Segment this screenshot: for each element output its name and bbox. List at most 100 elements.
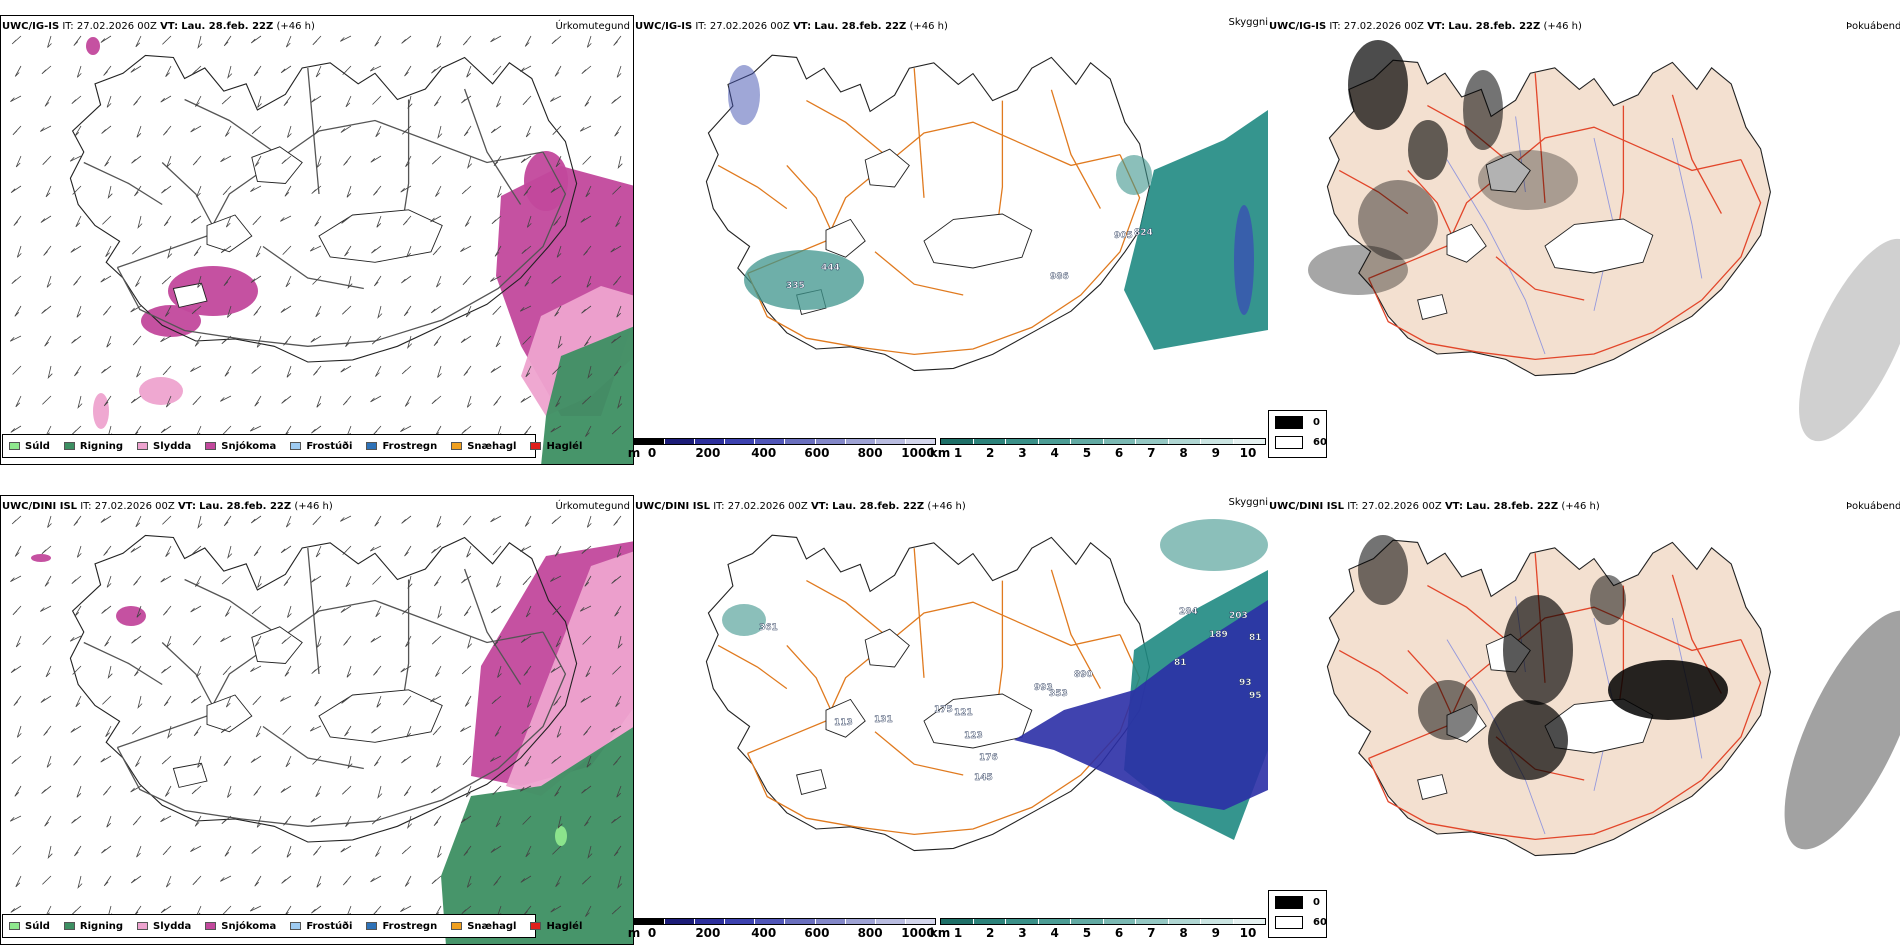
wind-barb — [223, 515, 232, 527]
wind-barb — [611, 575, 622, 584]
wind-barb — [107, 185, 113, 199]
legend-swatch — [205, 922, 217, 930]
wind-barb — [135, 35, 142, 48]
road-line — [184, 578, 275, 633]
wind-barb — [220, 725, 232, 734]
wind-barb — [340, 605, 352, 613]
panel-title: UWC/IG-IS IT: 27.02.2026 00Z VT: Lau. 28… — [635, 21, 948, 32]
wind-barb — [101, 125, 112, 134]
road-line — [1338, 169, 1409, 215]
colorbar-tick-label: 600 — [804, 446, 830, 460]
forecast-row-2: UWC/DINI ISL IT: 27.02.2026 00Z VT: Lau.… — [0, 480, 1900, 950]
wind-barb — [524, 515, 532, 527]
glacier-outline — [1446, 223, 1487, 263]
colorbar-tick-label: 400 — [751, 926, 777, 940]
wind-barb — [311, 905, 322, 914]
wind-barb — [165, 395, 172, 408]
fog-area — [1463, 70, 1503, 150]
wind-barb — [467, 155, 473, 169]
legend-swatch — [63, 922, 75, 930]
wind-barb — [42, 395, 52, 405]
road-line — [1427, 585, 1507, 641]
wind-barb — [342, 65, 352, 75]
wind-barb — [221, 815, 232, 825]
wind-barb — [400, 185, 412, 193]
colorbar-tick-label: 400 — [751, 446, 777, 460]
precip-type-panel: UWC/DINI ISL IT: 27.02.2026 00Z VT: Lau.… — [0, 480, 634, 950]
wind-barb — [579, 125, 592, 132]
wind-barb — [584, 95, 592, 107]
valid-time: Lau. 28.feb. 22Z — [199, 501, 292, 512]
wind-barb — [377, 785, 383, 799]
wind-barb — [251, 845, 262, 854]
fog-map — [1268, 510, 1900, 950]
wind-barb — [312, 275, 322, 285]
wind-barb — [74, 845, 82, 857]
wind-barb — [132, 815, 142, 826]
wind-barb — [71, 575, 82, 585]
wind-barb — [162, 365, 172, 376]
wind-barb — [106, 815, 112, 828]
wind-barb — [310, 575, 322, 583]
wind-barb — [520, 875, 532, 883]
visibility-area — [722, 604, 766, 636]
valid-time: Lau. 28.feb. 22Z — [832, 501, 925, 512]
wind-barb — [493, 395, 502, 406]
wind-barb — [280, 785, 292, 793]
glacier-outline — [796, 769, 827, 795]
wind-barb — [253, 305, 262, 316]
wind-barb — [40, 215, 52, 223]
wind-barb — [196, 185, 202, 198]
wind-barb — [106, 575, 112, 588]
wind-barb — [491, 215, 502, 225]
wind-barb — [44, 815, 52, 827]
colorbar-segment — [1233, 919, 1265, 924]
colorbar-tick-label: 3 — [1018, 926, 1027, 940]
wind-barb — [73, 515, 82, 526]
wind-barb — [311, 665, 322, 674]
wind-barb — [227, 305, 232, 318]
init-time: 27.02.2026 00Z — [94, 501, 175, 512]
colorbar-segment — [1201, 439, 1234, 444]
colorbar-tick-label: 7 — [1147, 926, 1156, 940]
colorbar-strip — [634, 918, 936, 925]
wind-barb — [161, 185, 172, 194]
road-line — [747, 121, 1121, 275]
wind-barb — [70, 245, 82, 253]
wind-barb — [162, 515, 172, 525]
wind-barb — [281, 395, 292, 404]
wind-barb — [401, 515, 412, 524]
legend-swatch — [530, 922, 542, 930]
colorbar-tick-label: 6 — [1114, 926, 1124, 940]
wind-barb — [433, 95, 442, 107]
wind-barb — [131, 155, 142, 164]
wind-barb — [195, 95, 202, 107]
legend-item: Slydda — [137, 921, 191, 932]
wind-barb — [345, 335, 352, 347]
wind-barb — [587, 365, 593, 379]
wind-barb — [550, 905, 562, 913]
wind-barb — [585, 665, 592, 678]
wind-barb — [373, 275, 382, 287]
glacier-outline — [1417, 774, 1448, 800]
wind-barb — [490, 275, 502, 282]
wind-barb — [460, 245, 472, 253]
wind-barb — [555, 395, 562, 407]
iceland-coastline — [705, 54, 1150, 372]
wind-barb — [614, 125, 622, 137]
wind-barb — [375, 605, 382, 618]
wind-barb — [315, 305, 322, 318]
wind-barb — [493, 155, 502, 166]
wind-barb — [462, 275, 472, 286]
colorbar-segment — [785, 919, 816, 924]
fog-map-svg — [1308, 40, 1900, 442]
wind-barb — [312, 755, 322, 765]
wind-barb — [552, 605, 562, 615]
legend-swatch — [9, 922, 20, 930]
wind-barb — [342, 305, 352, 315]
legend-swatch — [205, 442, 217, 450]
wind-barb — [221, 95, 232, 105]
wind-barb — [41, 305, 52, 314]
wind-barb — [280, 215, 292, 222]
cloud-height-label: 284 — [1179, 607, 1198, 617]
